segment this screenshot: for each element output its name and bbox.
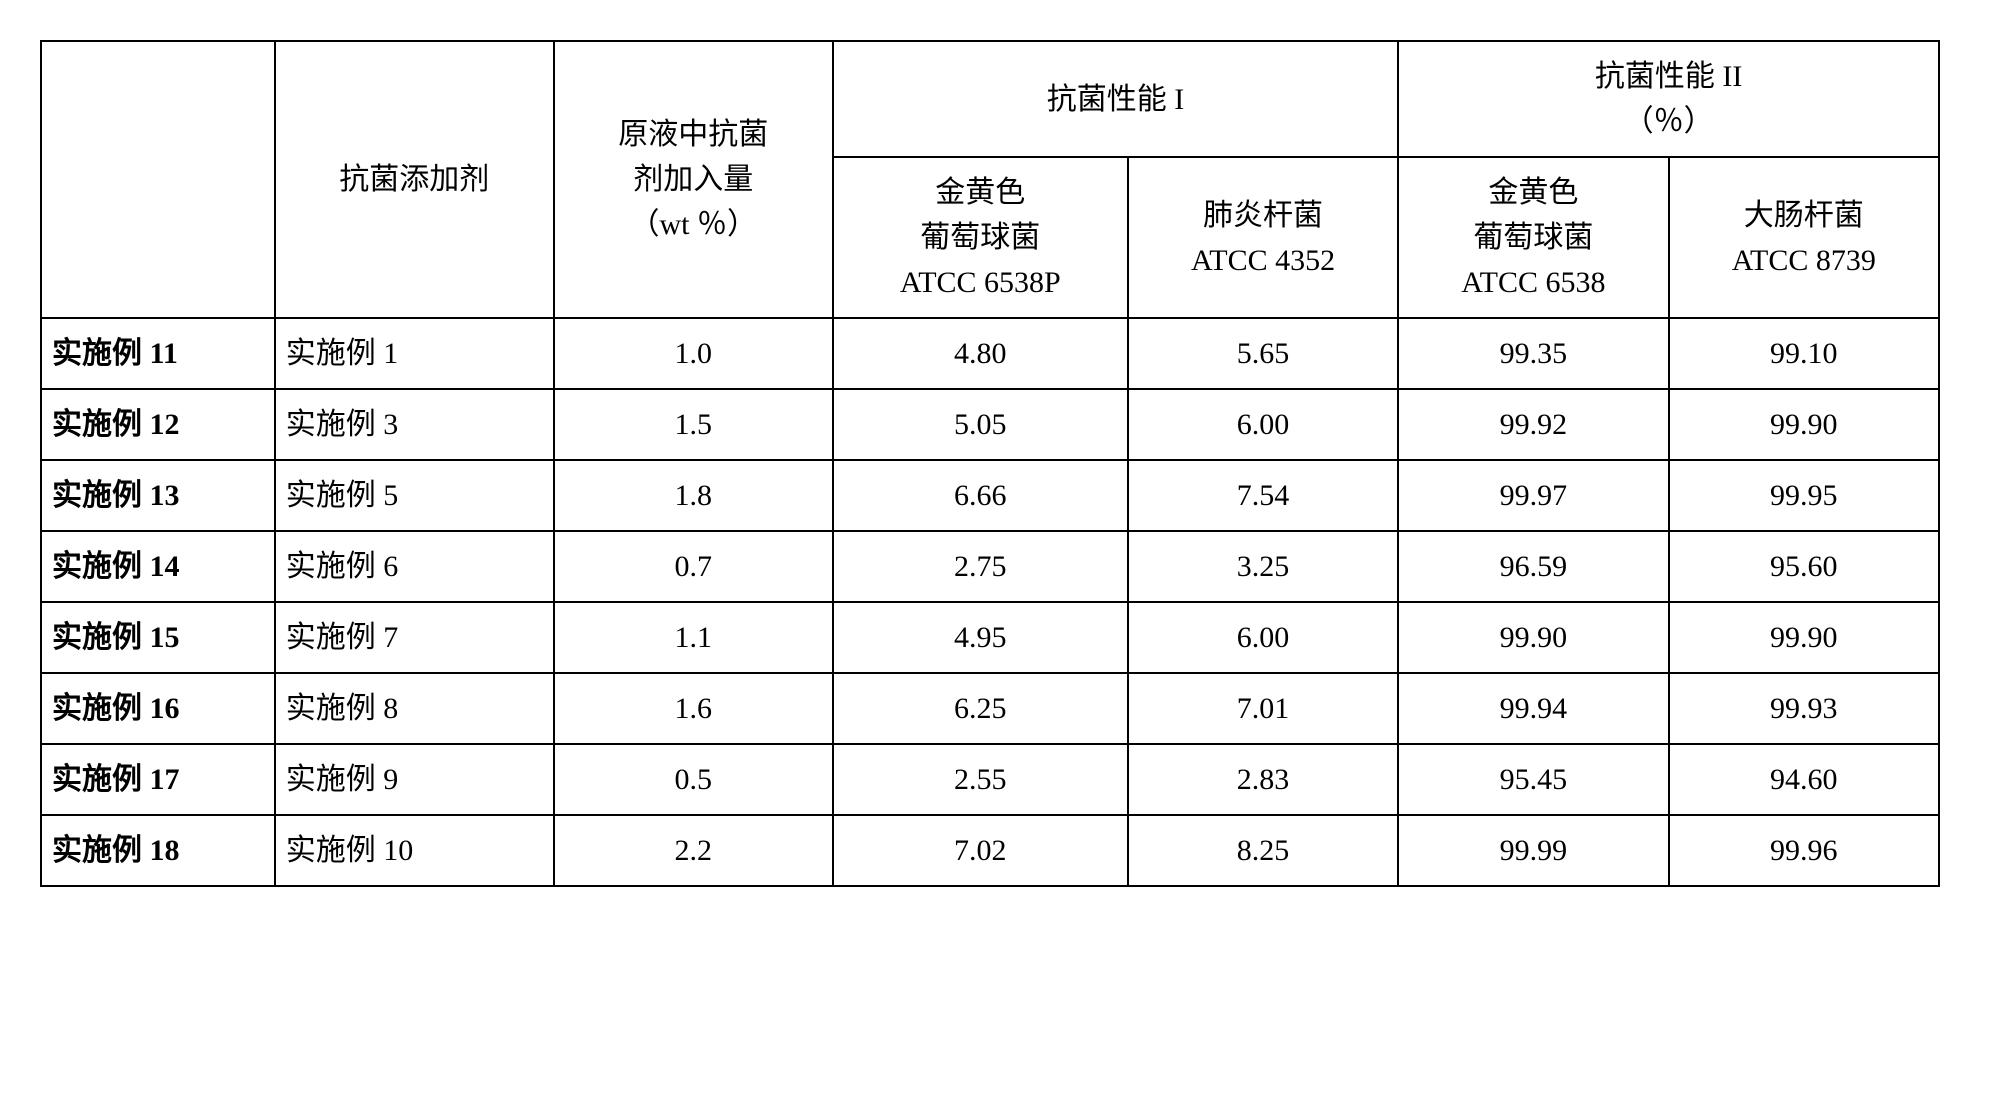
cell-perf2-ec: 95.60 — [1669, 531, 1939, 602]
cell-perf1-sa: 7.02 — [833, 815, 1128, 886]
cell-label: 实施例 12 — [41, 389, 275, 460]
cell-perf1-kp: 5.65 — [1128, 318, 1398, 389]
cell-amount: 1.1 — [554, 602, 833, 673]
cell-perf2-sa: 99.97 — [1398, 460, 1668, 531]
cell-perf1-sa: 6.66 — [833, 460, 1128, 531]
cell-perf2-sa: 99.92 — [1398, 389, 1668, 460]
cell-label: 实施例 15 — [41, 602, 275, 673]
sa6538-l2: 葡萄球菌 — [1473, 221, 1593, 254]
sa6538p-l3: ATCC 6538P — [900, 266, 1061, 299]
sa6538-l1: 金黄色 — [1488, 176, 1578, 209]
cell-perf2-ec: 99.10 — [1669, 318, 1939, 389]
table-row: 实施例 16实施例 81.66.257.0199.9499.93 — [41, 673, 1939, 744]
ec-l1: 大肠杆菌 — [1744, 199, 1864, 232]
header-perf2-l2: （％） — [1624, 105, 1714, 138]
cell-additive: 实施例 10 — [275, 815, 554, 886]
cell-perf2-ec: 99.90 — [1669, 389, 1939, 460]
header-perf1: 抗菌性能 I — [833, 41, 1398, 157]
cell-additive: 实施例 8 — [275, 673, 554, 744]
cell-additive: 实施例 1 — [275, 318, 554, 389]
cell-additive: 实施例 5 — [275, 460, 554, 531]
cell-additive: 实施例 7 — [275, 602, 554, 673]
kp-l2: ATCC 4352 — [1191, 244, 1335, 277]
cell-perf2-sa: 99.99 — [1398, 815, 1668, 886]
cell-perf2-sa: 99.90 — [1398, 602, 1668, 673]
cell-perf2-ec: 99.93 — [1669, 673, 1939, 744]
cell-perf2-sa: 96.59 — [1398, 531, 1668, 602]
cell-perf1-kp: 6.00 — [1128, 389, 1398, 460]
table-row: 实施例 17实施例 90.52.552.8395.4594.60 — [41, 744, 1939, 815]
table-row: 实施例 11实施例 11.04.805.6599.3599.10 — [41, 318, 1939, 389]
cell-label: 实施例 13 — [41, 460, 275, 531]
sa6538-l3: ATCC 6538 — [1461, 266, 1605, 299]
header-sub-sa6538p: 金黄色 葡萄球菌 ATCC 6538P — [833, 157, 1128, 318]
table-row: 实施例 18实施例 102.27.028.2599.9999.96 — [41, 815, 1939, 886]
cell-label: 实施例 16 — [41, 673, 275, 744]
cell-perf2-sa: 95.45 — [1398, 744, 1668, 815]
cell-label: 实施例 14 — [41, 531, 275, 602]
cell-amount: 0.7 — [554, 531, 833, 602]
antibacterial-table: 抗菌添加剂 原液中抗菌剂加入量（wt ％） 抗菌性能 I 抗菌性能 II （％）… — [40, 40, 1940, 887]
cell-additive: 实施例 9 — [275, 744, 554, 815]
table-row: 实施例 13实施例 51.86.667.5499.9799.95 — [41, 460, 1939, 531]
header-sub-kp: 肺炎杆菌 ATCC 4352 — [1128, 157, 1398, 318]
cell-perf1-kp: 3.25 — [1128, 531, 1398, 602]
header-sub-ec: 大肠杆菌 ATCC 8739 — [1669, 157, 1939, 318]
cell-perf1-sa: 4.95 — [833, 602, 1128, 673]
sa6538p-l1: 金黄色 — [935, 176, 1025, 209]
header-blank — [41, 41, 275, 318]
cell-perf1-kp: 6.00 — [1128, 602, 1398, 673]
table-header: 抗菌添加剂 原液中抗菌剂加入量（wt ％） 抗菌性能 I 抗菌性能 II （％）… — [41, 41, 1939, 318]
cell-additive: 实施例 6 — [275, 531, 554, 602]
table-row: 实施例 14实施例 60.72.753.2596.5995.60 — [41, 531, 1939, 602]
header-sub-sa6538: 金黄色 葡萄球菌 ATCC 6538 — [1398, 157, 1668, 318]
header-perf2: 抗菌性能 II （％） — [1398, 41, 1939, 157]
cell-amount: 1.5 — [554, 389, 833, 460]
table-row: 实施例 12实施例 31.55.056.0099.9299.90 — [41, 389, 1939, 460]
cell-perf2-sa: 99.94 — [1398, 673, 1668, 744]
cell-perf1-kp: 2.83 — [1128, 744, 1398, 815]
cell-perf1-sa: 6.25 — [833, 673, 1128, 744]
header-amount: 原液中抗菌剂加入量（wt ％） — [554, 41, 833, 318]
cell-perf2-ec: 99.95 — [1669, 460, 1939, 531]
ec-l2: ATCC 8739 — [1732, 244, 1876, 277]
cell-amount: 1.8 — [554, 460, 833, 531]
header-perf2-l1: 抗菌性能 II — [1595, 60, 1742, 93]
cell-perf2-ec: 94.60 — [1669, 744, 1939, 815]
kp-l1: 肺炎杆菌 — [1203, 199, 1323, 232]
cell-amount: 1.6 — [554, 673, 833, 744]
cell-label: 实施例 18 — [41, 815, 275, 886]
table-body: 实施例 11实施例 11.04.805.6599.3599.10实施例 12实施… — [41, 318, 1939, 886]
cell-perf2-ec: 99.90 — [1669, 602, 1939, 673]
table-row: 实施例 15实施例 71.14.956.0099.9099.90 — [41, 602, 1939, 673]
header-amount-text: 原液中抗菌剂加入量（wt ％） — [618, 118, 768, 241]
header-row-1: 抗菌添加剂 原液中抗菌剂加入量（wt ％） 抗菌性能 I 抗菌性能 II （％） — [41, 41, 1939, 157]
sa6538p-l2: 葡萄球菌 — [920, 221, 1040, 254]
cell-perf1-sa: 2.55 — [833, 744, 1128, 815]
cell-amount: 0.5 — [554, 744, 833, 815]
cell-amount: 2.2 — [554, 815, 833, 886]
cell-perf1-sa: 2.75 — [833, 531, 1128, 602]
cell-perf1-kp: 8.25 — [1128, 815, 1398, 886]
cell-amount: 1.0 — [554, 318, 833, 389]
cell-perf1-sa: 5.05 — [833, 389, 1128, 460]
header-additive: 抗菌添加剂 — [275, 41, 554, 318]
cell-perf2-sa: 99.35 — [1398, 318, 1668, 389]
cell-perf1-kp: 7.01 — [1128, 673, 1398, 744]
cell-label: 实施例 17 — [41, 744, 275, 815]
cell-label: 实施例 11 — [41, 318, 275, 389]
cell-perf1-sa: 4.80 — [833, 318, 1128, 389]
cell-additive: 实施例 3 — [275, 389, 554, 460]
cell-perf1-kp: 7.54 — [1128, 460, 1398, 531]
cell-perf2-ec: 99.96 — [1669, 815, 1939, 886]
